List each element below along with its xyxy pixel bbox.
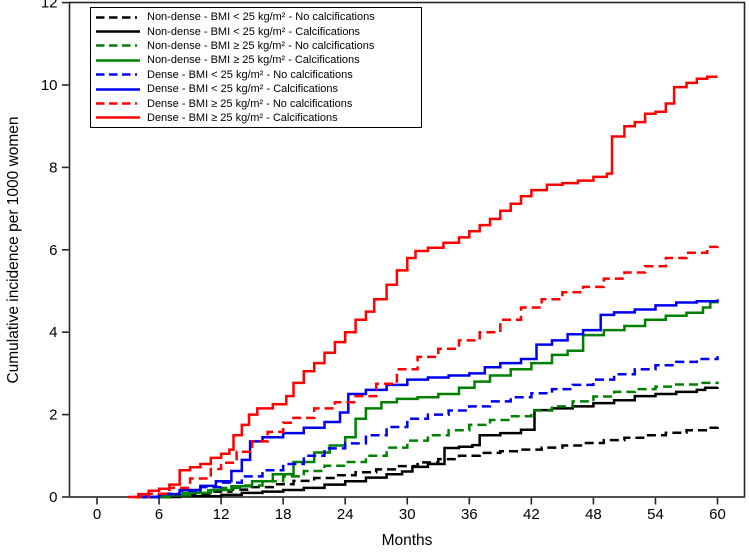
x-axis-title: Months <box>382 532 433 549</box>
x-tick-label: 36 <box>461 506 478 523</box>
legend-item-label: Non-dense - BMI ≥ 25 kg/m² - Calcificati… <box>147 54 360 67</box>
series-curve-3 <box>148 300 719 499</box>
y-tick-label: 8 <box>49 159 57 176</box>
x-tick-label: 30 <box>399 506 416 523</box>
legend-item-label: Dense - BMI ≥ 25 kg/m² - Calcifications <box>147 111 338 124</box>
series-curve-6 <box>133 244 719 499</box>
legend-line-sample-icon <box>96 30 140 33</box>
legend-item: Non-dense - BMI < 25 kg/m² - No calcific… <box>95 10 417 24</box>
x-tick-label: 0 <box>93 506 101 523</box>
legend-item: Dense - BMI ≥ 25 kg/m² - Calcifications <box>95 111 417 125</box>
legend-line-sample-icon <box>96 102 140 105</box>
legend-item: Non-dense - BMI ≥ 25 kg/m² - No calcific… <box>95 39 417 53</box>
legend-line-sample-icon <box>96 15 140 19</box>
legend-item-label: Non-dense - BMI < 25 kg/m² - No calcific… <box>147 11 375 24</box>
legend-item-label: Non-dense - BMI < 25 kg/m² - Calcificati… <box>147 25 361 38</box>
legend-item: Dense - BMI < 25 kg/m² - Calcifications <box>95 82 417 96</box>
legend-line-sample-icon <box>96 116 140 120</box>
x-tick-label: 42 <box>523 506 540 523</box>
y-tick-label: 6 <box>49 242 57 259</box>
legend-item-label: Dense - BMI ≥ 25 kg/m² - No calcificatio… <box>147 97 353 110</box>
legend-item-label: Dense - BMI < 25 kg/m² - No calcificatio… <box>147 68 353 81</box>
legend-item: Dense - BMI ≥ 25 kg/m² - No calcificatio… <box>95 96 417 110</box>
x-tick-label: 6 <box>155 506 163 523</box>
y-tick-label: 10 <box>41 77 58 94</box>
y-tick-label: 2 <box>49 407 57 424</box>
x-axis-ticks: 0 6 12 18 24 30 36 42 48 54 60 <box>93 497 726 523</box>
legend-line-sample-icon <box>96 59 140 62</box>
x-tick-label: 48 <box>585 506 602 523</box>
series-curve-1 <box>138 386 719 499</box>
legend-item-label: Non-dense - BMI ≥ 25 kg/m² - No calcific… <box>147 39 375 52</box>
plot-frame <box>68 1 746 498</box>
x-tick-label: 12 <box>213 506 230 523</box>
series-curve-0 <box>148 426 719 499</box>
y-tick-label: 0 <box>49 489 57 506</box>
y-tick-label: 4 <box>49 324 57 341</box>
x-tick-label: 60 <box>709 506 726 523</box>
series-curve-2 <box>143 381 719 499</box>
x-tick-label: 24 <box>337 506 354 523</box>
legend: Non-dense - BMI < 25 kg/m² - No calcific… <box>90 7 422 129</box>
legend-line-sample-icon <box>96 87 140 91</box>
y-tick-label: 12 <box>41 0 58 12</box>
legend-item: Non-dense - BMI < 25 kg/m² - Calcificati… <box>95 24 417 38</box>
curves-group <box>128 75 719 499</box>
x-tick-label: 18 <box>275 506 292 523</box>
legend-item-label: Dense - BMI < 25 kg/m² - Calcifications <box>147 83 339 96</box>
series-curve-5 <box>138 299 719 499</box>
legend-item: Dense - BMI < 25 kg/m² - No calcificatio… <box>95 68 417 82</box>
x-tick-label: 54 <box>647 506 664 523</box>
y-axis-title: Cumulative incidence per 1000 women <box>5 116 22 383</box>
legend-line-sample-icon <box>96 44 140 48</box>
series-curve-4 <box>138 356 719 499</box>
legend-line-sample-icon <box>96 73 140 77</box>
y-axis-ticks: 0 2 4 6 8 10 12 <box>41 0 69 506</box>
legend-item: Non-dense - BMI ≥ 25 kg/m² - Calcificati… <box>95 53 417 67</box>
series-curve-7 <box>128 75 718 499</box>
